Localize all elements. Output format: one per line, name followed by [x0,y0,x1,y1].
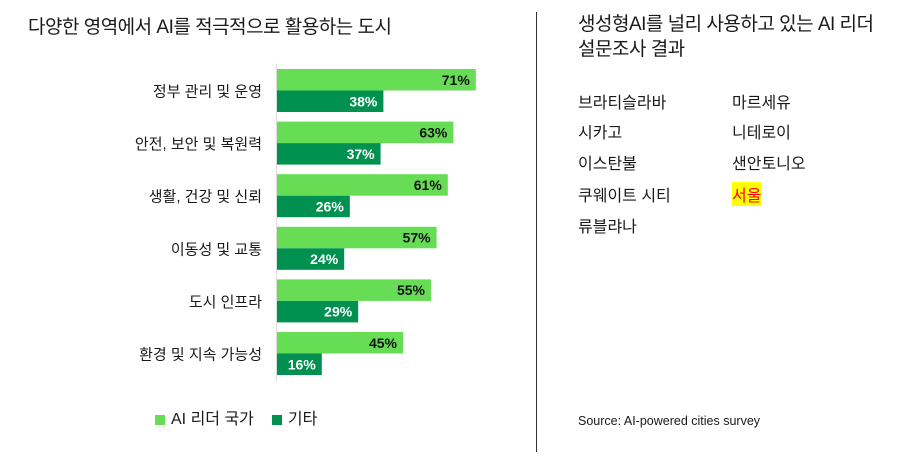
panel-title-line: 설문조사 결과 [578,39,685,60]
data-label: 55% [397,282,426,298]
category-label: 안전, 보안 및 복원력 [135,136,262,153]
data-label: 26% [316,198,345,214]
bar [277,121,454,144]
category-label: 도시 인프라 [189,294,262,311]
bar [277,226,437,249]
data-label: 61% [414,177,443,193]
city: 브라티슬라바 [578,95,667,112]
bar [277,248,345,270]
bar [277,279,431,301]
bar [277,300,359,323]
data-label: 16% [288,356,317,372]
legend-swatch [155,414,165,425]
divider [536,12,537,452]
data-label: 63% [419,124,448,140]
source-note: Source: AI-powered cities survey [578,414,761,428]
city: 샌안토니오 [732,156,806,173]
category-label: 이동성 및 교통 [171,241,262,258]
legend-swatch [271,414,282,425]
bar-chart: 정부 관리 및 운영 71% 38% 안전, 보안 및 복원력 63% 37% 생활, 건강… [135,69,476,375]
bar [277,90,384,112]
legend-label: AI 리더 국가 [171,411,254,428]
data-label: 38% [349,93,378,109]
category-axis [276,64,277,382]
data-label: 45% [369,335,398,351]
city: 류블랴나 [578,219,637,236]
bar [277,174,448,196]
category-label: 환경 및 지속 가능성 [139,347,262,364]
category-label: 정부 관리 및 운영 [153,84,262,101]
legend-item-leaders: AI 리더 국가 [155,405,254,429]
panel-title-line: 생성형AI를 널리 사용하고 있는 AI 리더 [578,14,874,35]
chart-title: 다양한 영역에서 AI를 적극적으로 활용하는 도시 [28,17,392,38]
city: 이스탄불 [578,156,637,173]
data-label: 37% [347,146,376,162]
data-label: 57% [403,230,432,246]
category-label: 생활, 건강 및 신뢰 [149,189,262,206]
data-label: 24% [310,251,339,267]
bar [277,332,403,354]
city: 시카고 [578,125,623,142]
highlighted-city-seoul: 서울 [732,182,762,206]
legend-label: 기타 [287,411,318,428]
data-label: 29% [324,304,353,320]
bar [277,143,381,165]
city: 니테로이 [732,125,791,142]
legend-item-others: 기타 [271,405,318,429]
bar [277,69,476,91]
bar [277,195,350,218]
bar [277,353,322,375]
city: 마르세유 [732,95,791,112]
data-label: 71% [442,72,471,88]
city: 쿠웨이트 시티 [578,188,671,205]
legend: AI 리더 국가 기타 [155,405,317,429]
